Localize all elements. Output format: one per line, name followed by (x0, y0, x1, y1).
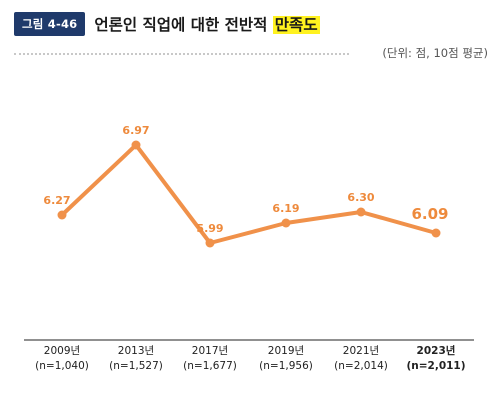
data-label-2023: 6.09 (411, 205, 448, 223)
figure-number-badge: 그림 4-46 (14, 12, 86, 36)
x-tick-label-2013: 2013년 (118, 345, 154, 357)
data-point-2017 (205, 238, 215, 248)
figure-header: 그림 4-46 언론인 직업에 대한 전반적 만족도 (14, 11, 320, 37)
sample-size-label-2017: (n=1,677) (183, 360, 237, 372)
sample-size-label-2021: (n=2,014) (334, 360, 388, 372)
chart-title-highlight: 만족도 (272, 16, 320, 34)
data-label-2013: 6.97 (122, 124, 149, 137)
x-tick-label-2019: 2019년 (268, 345, 304, 357)
chart-title: 언론인 직업에 대한 전반적 만족도 (94, 13, 320, 35)
data-point-2023 (431, 228, 441, 238)
x-tick-label-2021: 2021년 (343, 345, 379, 357)
sample-size-label-2009: (n=1,040) (35, 360, 89, 372)
sample-size-label-2019: (n=1,956) (259, 360, 313, 372)
sample-size-label-2023: (n=2,011) (406, 360, 465, 372)
sample-size-label-2013: (n=1,527) (109, 360, 163, 372)
data-point-2019 (281, 218, 291, 228)
data-point-2013 (131, 140, 141, 150)
data-label-2017: 5.99 (196, 222, 223, 235)
x-tick-label-2009: 2009년 (44, 345, 80, 357)
series-line (60, 143, 438, 245)
data-label-2009: 6.27 (43, 194, 70, 207)
x-tick-label-2017: 2017년 (192, 345, 228, 357)
x-tick-label-2023: 2023년 (417, 344, 456, 357)
header-dotted-rule (14, 53, 349, 55)
data-point-2021 (356, 207, 366, 217)
unit-note: (단위: 점, 10점 평균) (382, 46, 488, 60)
data-point-2009 (57, 210, 67, 220)
data-label-2021: 6.30 (347, 191, 374, 204)
data-label-2019: 6.19 (272, 202, 299, 215)
chart-title-main: 언론인 직업에 대한 전반적 (94, 16, 273, 34)
